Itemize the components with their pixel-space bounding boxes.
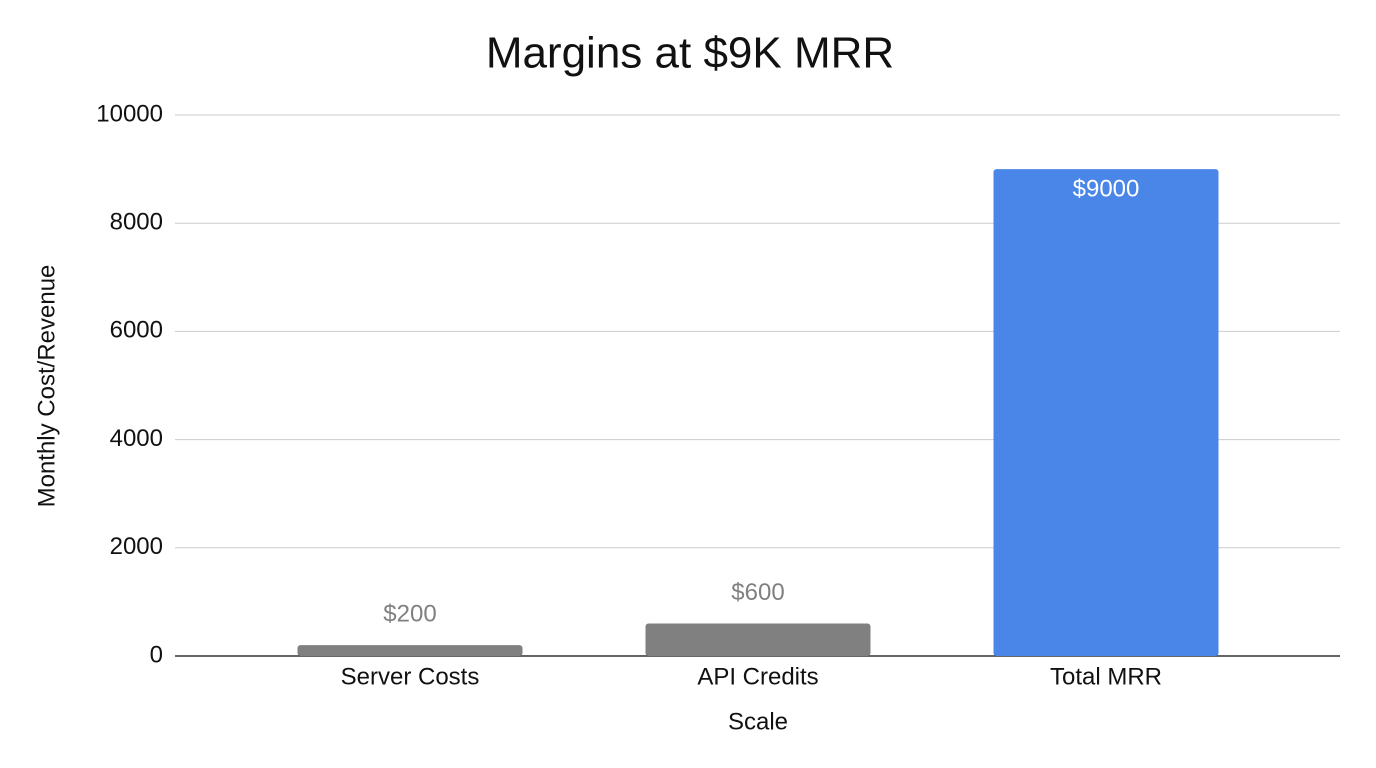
- value-label: $9000: [1073, 175, 1140, 202]
- x-tick-label: Server Costs: [341, 663, 480, 690]
- y-tick-label: 8000: [110, 209, 163, 236]
- bar: [645, 623, 871, 656]
- y-axis-label: Monthly Cost/Revenue: [33, 265, 60, 508]
- bar: [297, 645, 523, 656]
- x-axis-label: Scale: [728, 708, 788, 735]
- y-tick-label: 6000: [110, 317, 163, 344]
- y-tick-label: 4000: [110, 425, 163, 452]
- y-tick-label: 0: [150, 641, 163, 668]
- value-label: $200: [383, 601, 436, 628]
- chart-title: Margins at $9K MRR: [486, 29, 894, 78]
- y-tick-label: 10000: [96, 100, 163, 127]
- value-label: $600: [731, 579, 784, 606]
- bar: [993, 169, 1219, 656]
- x-tick-label: API Credits: [697, 663, 818, 690]
- x-tick-label: Total MRR: [1050, 663, 1162, 690]
- y-tick-label: 2000: [110, 533, 163, 560]
